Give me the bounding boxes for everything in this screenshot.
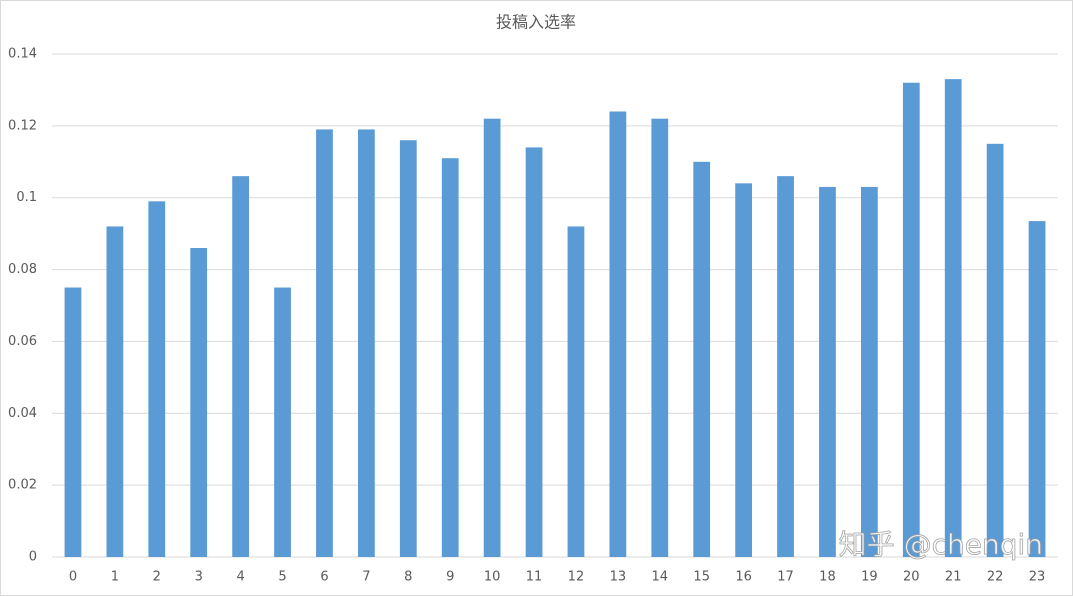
x-tick-label: 13 (610, 570, 627, 585)
x-tick-label: 7 (362, 570, 370, 585)
x-tick-label: 0 (69, 570, 77, 585)
bar (441, 158, 459, 557)
y-tick-label: 0.08 (8, 262, 37, 277)
x-tick-label: 4 (236, 570, 244, 585)
x-tick-label: 12 (568, 570, 585, 585)
x-tick-label: 14 (652, 570, 669, 585)
x-tick-label: 23 (1029, 570, 1046, 585)
bar (609, 111, 627, 557)
bar (232, 176, 250, 557)
bar (735, 183, 753, 558)
bar (316, 129, 333, 557)
x-tick-label: 9 (446, 570, 454, 585)
bar (274, 287, 291, 557)
x-tick-label: 6 (320, 570, 328, 585)
x-tick-label: 8 (404, 570, 412, 585)
bar (148, 201, 166, 558)
bar (64, 287, 82, 557)
bar (651, 118, 669, 558)
watermark: 知乎 @chenqin (839, 528, 1043, 561)
x-tick-label: 2 (153, 570, 161, 585)
x-tick-label: 1 (111, 570, 119, 585)
x-tick-label: 18 (819, 570, 836, 585)
x-tick-label: 11 (526, 570, 543, 585)
bar (860, 186, 878, 557)
y-tick-label: 0 (29, 550, 37, 565)
x-tick-label: 3 (195, 570, 203, 585)
bar (902, 82, 920, 557)
x-tick-label: 5 (278, 570, 286, 585)
y-tick-label: 0.1 (16, 190, 37, 205)
x-tick-label: 20 (903, 570, 920, 585)
x-tick-label: 16 (735, 570, 752, 585)
y-tick-label: 0.14 (8, 47, 37, 62)
x-tick-label: 22 (987, 570, 1004, 585)
bar (567, 226, 585, 557)
x-tick-label: 21 (945, 570, 962, 585)
x-tick-label: 17 (777, 570, 794, 585)
bar (525, 147, 543, 557)
bar (357, 129, 375, 557)
bar (1028, 221, 1046, 557)
y-tick-label: 0.02 (8, 478, 37, 493)
y-tick-label: 0.04 (8, 406, 37, 421)
y-tick-label: 0.06 (8, 334, 37, 349)
bar (106, 226, 124, 557)
bar (190, 248, 208, 557)
bar (777, 176, 794, 557)
x-tick-label: 10 (484, 570, 501, 585)
bar (399, 140, 417, 557)
bar (944, 79, 962, 558)
y-tick-label: 0.12 (8, 118, 37, 133)
bar (819, 186, 836, 557)
x-tick-label: 15 (693, 570, 710, 585)
chart-title: 投稿入选率 (496, 13, 576, 32)
bar (483, 118, 501, 558)
bar (986, 143, 1004, 558)
bar (693, 161, 711, 558)
x-tick-label: 19 (861, 570, 878, 585)
